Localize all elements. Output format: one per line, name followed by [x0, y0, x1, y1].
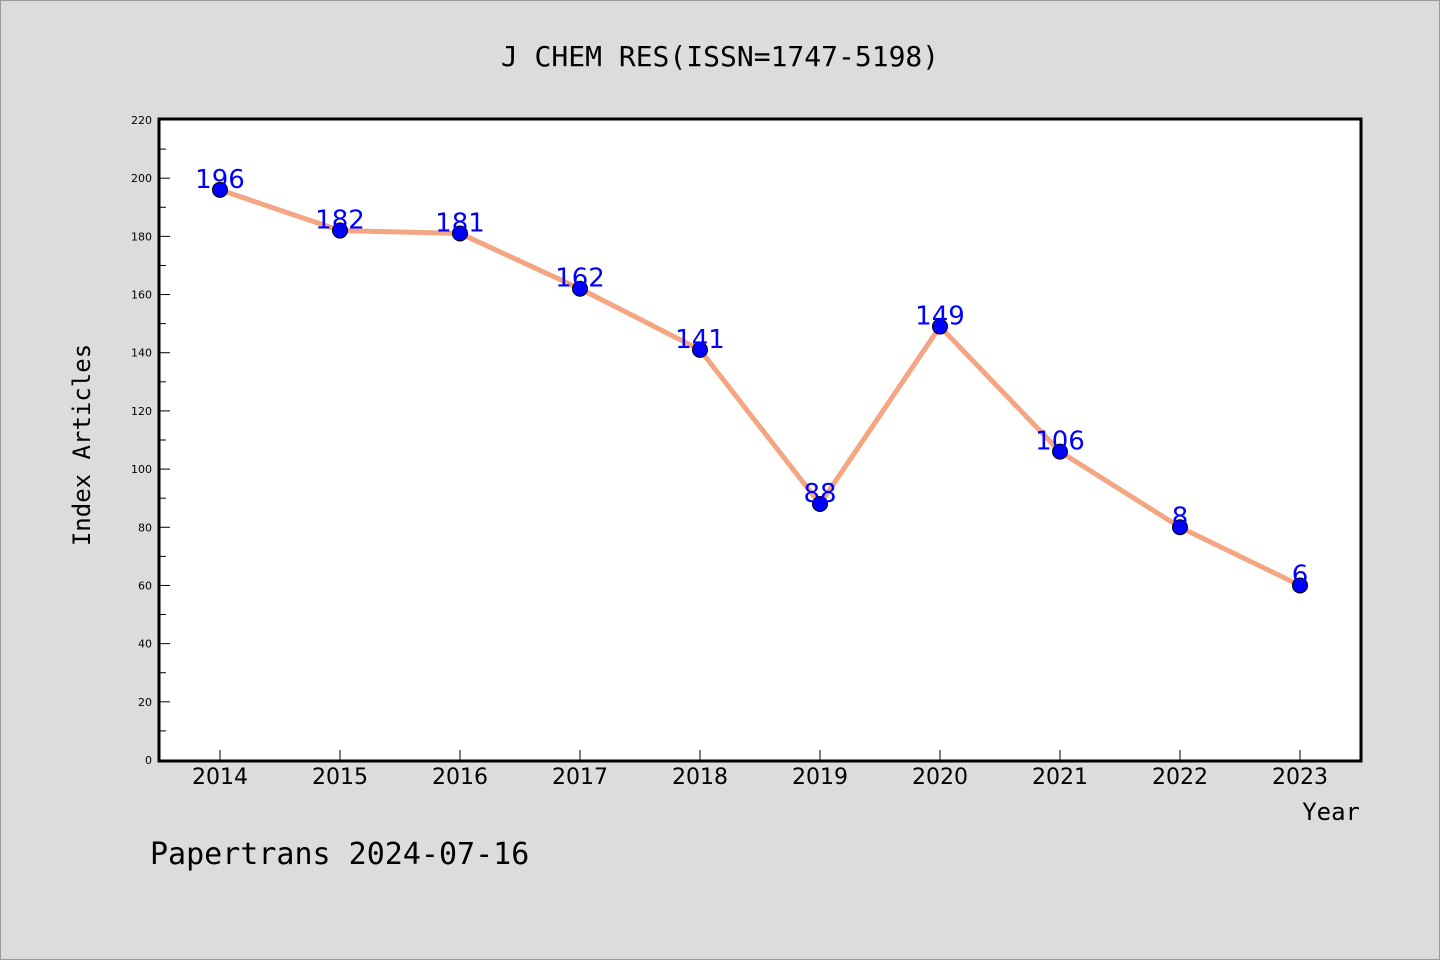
- x-tick-label: 2016: [432, 765, 488, 790]
- y-tick-label: 20: [138, 696, 152, 709]
- data-label: 196: [195, 165, 245, 195]
- data-point-marker: [1052, 443, 1068, 460]
- y-tick-label: 120: [131, 405, 152, 418]
- x-tick-label: 2021: [1032, 765, 1088, 790]
- x-tick-label: 2020: [912, 765, 968, 790]
- data-point-marker: [452, 225, 468, 242]
- y-tick-label: 0: [145, 754, 152, 767]
- x-tick-label: 2023: [1272, 765, 1328, 790]
- data-point-marker: [572, 280, 588, 297]
- x-tick-label: 2014: [192, 765, 248, 790]
- x-tick-label: 2018: [672, 765, 728, 790]
- y-axis-label: Index Articles: [68, 344, 96, 546]
- data-label: 181: [435, 208, 485, 238]
- chart-title: J CHEM RES(ISSN=1747-5198): [501, 40, 939, 73]
- x-axis: 2014 2015 2016 2017 2018 2019 2020 2021 2022 2023: [192, 750, 1328, 790]
- y-tick-label: 100: [131, 463, 152, 476]
- y-tick-label: 60: [138, 579, 152, 592]
- x-axis-label: Year: [1302, 798, 1360, 826]
- data-point-marker: [692, 341, 708, 358]
- data-label: 6: [1292, 560, 1309, 590]
- data-label: 88: [803, 479, 836, 509]
- data-label-group: 196 182 181 162 141 88 149 106 8 6: [195, 165, 1308, 591]
- data-point-marker: [812, 496, 828, 512]
- x-tick-label: 2019: [792, 765, 848, 790]
- x-tick-label: 2015: [312, 765, 368, 790]
- data-label: 149: [915, 302, 965, 332]
- y-tick-label: 220: [131, 114, 152, 127]
- y-tick-label: 180: [131, 230, 152, 243]
- y-tick-label: 40: [138, 638, 152, 651]
- data-label: 141: [675, 325, 725, 355]
- data-point-marker: [932, 318, 948, 335]
- series-line-group: [212, 181, 1308, 594]
- x-tick-label: 2022: [1152, 765, 1208, 790]
- series-line: [217, 187, 1303, 588]
- y-tick-label: 140: [131, 347, 152, 360]
- data-point-marker: [1172, 519, 1188, 536]
- data-point-marker: [1292, 577, 1308, 594]
- y-tick-label: 160: [131, 289, 152, 302]
- data-point-marker: [332, 222, 348, 239]
- y-axis: 0 20 40 60 80 100 120 140 160 180 200 220: [131, 114, 170, 767]
- footer-note: Papertrans 2024-07-16: [150, 837, 529, 872]
- plot-area: [159, 119, 1361, 761]
- x-tick-label: 2017: [552, 765, 608, 790]
- data-label: 182: [315, 206, 365, 236]
- plot-frame: [157, 117, 1363, 763]
- y-tick-label: 200: [131, 172, 152, 185]
- y-tick-label: 80: [138, 521, 152, 534]
- data-label: 106: [1035, 427, 1085, 457]
- data-label: 162: [555, 264, 605, 294]
- data-point-marker: [212, 181, 228, 198]
- data-label: 8: [1172, 502, 1189, 532]
